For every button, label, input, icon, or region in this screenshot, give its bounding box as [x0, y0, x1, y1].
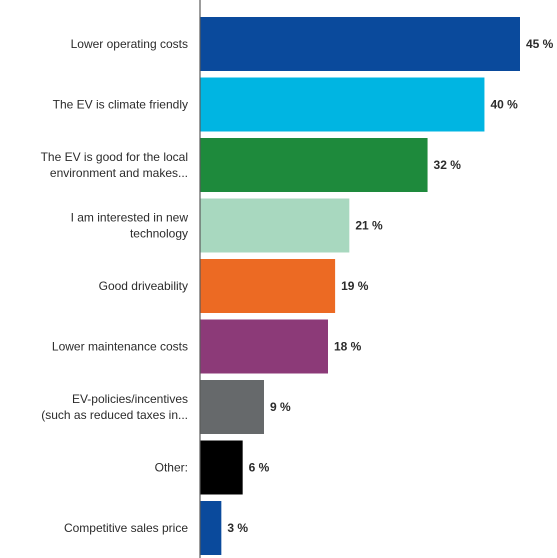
category-label-line: I am interested in new — [71, 211, 189, 225]
category-label-line: EV-policies/incentives — [72, 392, 188, 406]
category-label-6: EV-policies/incentives (such as reduced t… — [41, 392, 188, 422]
bar-7 — [200, 440, 243, 495]
category-label-line: The EV is good for the local — [41, 150, 188, 164]
bar-4 — [200, 259, 336, 313]
bar-1 — [200, 77, 485, 132]
category-label-line: (such as reduced taxes in... — [41, 408, 188, 422]
bars-group — [200, 17, 520, 555]
category-label-7: Other: — [155, 461, 188, 475]
value-label-3: 21 % — [355, 219, 383, 233]
bar-2 — [200, 138, 428, 192]
category-label-4: Good driveability — [99, 279, 188, 293]
category-label-0: Lower operating costs — [71, 37, 188, 51]
value-label-8: 3 % — [227, 521, 248, 535]
category-label-2: The EV is good for the local environment … — [41, 150, 188, 180]
category-label-5: Lower maintenance costs — [52, 340, 188, 354]
category-label-line: technology — [130, 227, 188, 241]
bar-8 — [200, 501, 222, 555]
value-label-7: 6 % — [249, 461, 270, 475]
value-label-1: 40 % — [490, 98, 518, 112]
category-label-line: Lower maintenance costs — [52, 340, 188, 354]
category-label-8: Competitive sales price — [64, 521, 188, 535]
value-labels-group: 45 % 40 % 32 % 21 % 19 % 18 % 9 % 6 % 3 % — [227, 37, 553, 535]
category-label-3: I am interested in new technology — [71, 211, 189, 241]
category-label-line: Lower operating costs — [71, 37, 188, 51]
category-label-line: Other: — [155, 461, 188, 475]
category-labels-group: Lower operating costs The EV is climate f… — [41, 37, 189, 535]
category-label-line: environment and makes... — [50, 166, 188, 180]
value-label-2: 32 % — [434, 158, 462, 172]
bar-6 — [200, 380, 264, 434]
value-label-4: 19 % — [341, 279, 369, 293]
value-label-5: 18 % — [334, 340, 362, 354]
category-label-line: Good driveability — [99, 279, 188, 293]
bar-0 — [200, 17, 520, 71]
bar-5 — [200, 319, 328, 374]
category-label-1: The EV is climate friendly — [53, 98, 188, 112]
category-label-line: The EV is climate friendly — [53, 98, 188, 112]
value-label-6: 9 % — [270, 400, 291, 414]
bar-3 — [200, 198, 350, 253]
value-label-0: 45 % — [526, 37, 554, 51]
category-label-line: Competitive sales price — [64, 521, 188, 535]
